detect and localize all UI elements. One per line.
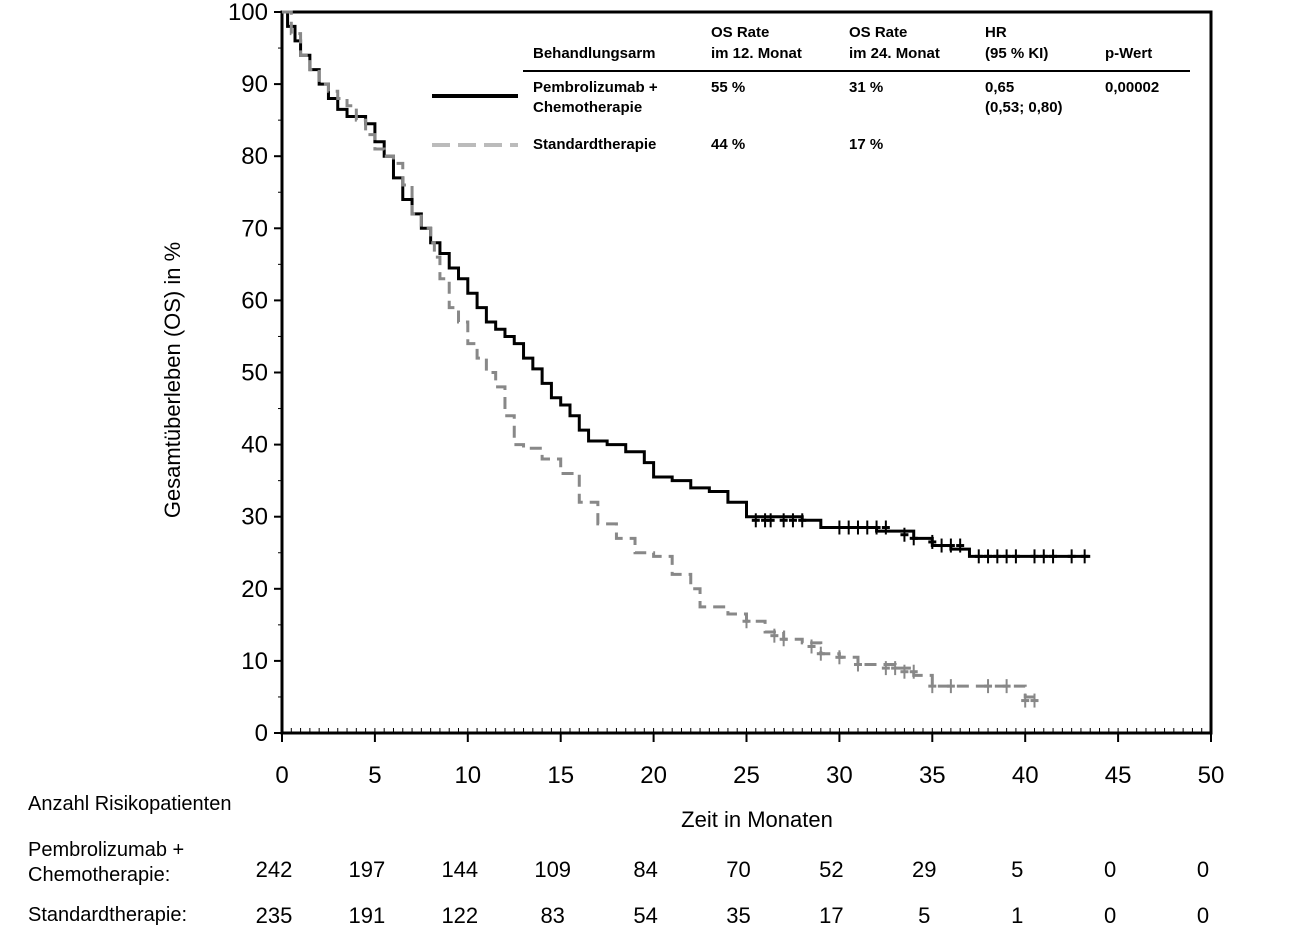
- risk-value: 144: [441, 857, 479, 882]
- risk-value: 242: [255, 857, 293, 882]
- x-axis-label: Zeit in Monaten: [681, 807, 833, 832]
- risk-value: 0: [1196, 903, 1210, 928]
- risk-value: 191: [348, 903, 386, 928]
- risk-value: 54: [633, 903, 658, 928]
- risk-value: 235: [255, 903, 293, 928]
- legend-header-p: p-Wert: [1105, 45, 1152, 62]
- y-tick-label: 100: [228, 0, 268, 26]
- y-tick-label: 90: [241, 71, 268, 98]
- y-axis-label: Gesamtüberleben (OS) in %: [160, 242, 185, 518]
- series-line-standard: [282, 10, 1036, 701]
- x-tick-label: 0: [275, 762, 288, 789]
- x-tick-label: 50: [1198, 762, 1225, 789]
- legend-row1-os24: 31 %: [849, 79, 883, 96]
- legend-row1-arm-l2: Chemotherapie: [533, 99, 642, 116]
- legend-row1-hr-l1: 0,65: [985, 79, 1014, 96]
- legend-header-os12-l2: im 12. Monat: [711, 45, 802, 62]
- legend-row2-os24: 17 %: [849, 136, 883, 153]
- x-tick-label: 35: [919, 762, 946, 789]
- y-tick-label: 80: [241, 143, 268, 170]
- y-tick-label: 70: [241, 215, 268, 242]
- series-layer: [282, 10, 1091, 708]
- x-tick-label: 15: [547, 762, 574, 789]
- x-tick-label: 45: [1105, 762, 1132, 789]
- x-axis: 0 5 10 15 20 25 30 35 40 45 50: [275, 733, 1224, 789]
- legend-row2-os12: 44 %: [711, 136, 745, 153]
- risk-value: 29: [912, 857, 937, 882]
- risk-table-title: Anzahl Risikopatienten: [28, 793, 232, 815]
- x-tick-label: 10: [454, 762, 481, 789]
- minor-ticks: [278, 47, 1212, 733]
- y-tick-label: 20: [241, 576, 268, 603]
- risk-value: 83: [540, 903, 565, 928]
- risk-value: 70: [726, 857, 751, 882]
- y-tick-label: 0: [255, 720, 268, 747]
- risk-value: 0: [1103, 903, 1117, 928]
- legend: Behandlungsarm OS Rate im 12. Monat OS R…: [432, 24, 1190, 153]
- series-line-pembrolizumab: [282, 10, 1091, 558]
- legend-header-hr-l2: (95 % KI): [985, 45, 1048, 62]
- legend-header-hr-l1: HR: [985, 24, 1007, 41]
- risk-value: 122: [441, 903, 479, 928]
- risk-row1-label-l1: Pembrolizumab +: [28, 839, 185, 861]
- legend-row1-p: 0,00002: [1105, 79, 1159, 96]
- risk-value: 197: [348, 857, 386, 882]
- x-tick-label: 40: [1012, 762, 1039, 789]
- legend-row1-os12: 55 %: [711, 79, 745, 96]
- risk-value: 109: [534, 857, 572, 882]
- legend-header-os24-l1: OS Rate: [849, 24, 907, 41]
- x-tick-label: 5: [368, 762, 381, 789]
- legend-row2-arm: Standardtherapie: [533, 136, 656, 153]
- risk-value: 0: [1103, 857, 1117, 882]
- x-tick-label: 30: [826, 762, 853, 789]
- risk-value: 84: [633, 857, 658, 882]
- x-tick-label: 20: [640, 762, 667, 789]
- x-tick-label: 25: [733, 762, 760, 789]
- risk-value: 5: [1011, 857, 1024, 882]
- y-tick-label: 40: [241, 432, 268, 459]
- y-tick-label: 60: [241, 287, 268, 314]
- legend-row1-arm-l1: Pembrolizumab +: [533, 79, 658, 96]
- risk-value: 0: [1196, 857, 1210, 882]
- y-axis: 0 10 20 30 40 50 60 70 80 90 100: [228, 0, 282, 747]
- risk-value: 52: [819, 857, 844, 882]
- y-tick-label: 50: [241, 360, 268, 387]
- legend-header-arm: Behandlungsarm: [533, 45, 656, 62]
- risk-row2-label: Standardtherapie:: [28, 904, 188, 926]
- risk-value: 1: [1011, 903, 1024, 928]
- legend-header-os24-l2: im 24. Monat: [849, 45, 940, 62]
- y-tick-label: 30: [241, 504, 268, 531]
- legend-header-os12-l1: OS Rate: [711, 24, 769, 41]
- risk-value: 17: [819, 903, 844, 928]
- risk-row1-label-l2: Chemotherapie:: [28, 864, 171, 886]
- risk-value: 5: [918, 903, 931, 928]
- risk-value: 35: [726, 903, 751, 928]
- legend-row1-hr-l2: (0,53; 0,80): [985, 99, 1063, 116]
- y-tick-label: 10: [241, 648, 268, 675]
